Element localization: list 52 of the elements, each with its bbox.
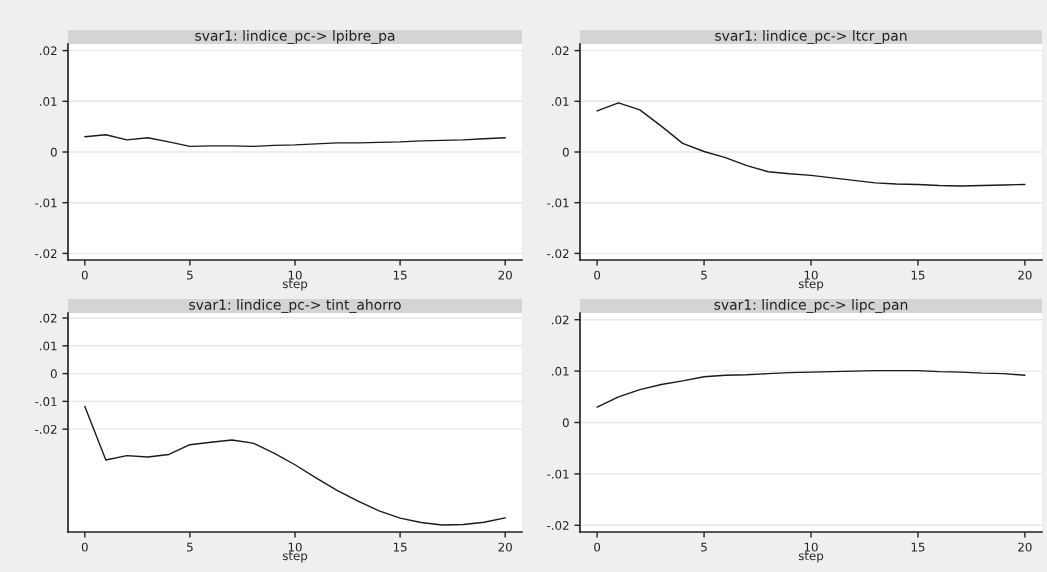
x-tick-label: 20 [1018, 270, 1032, 280]
line-series [596, 369, 1026, 408]
y-tick-label: .02 [40, 46, 57, 56]
x-tick-label: 0 [594, 270, 601, 280]
x-tick-label: 10 [288, 270, 302, 280]
y-tick-label: .01 [40, 97, 57, 106]
x-axis-title: step [798, 551, 824, 563]
x-tick-label: 15 [393, 270, 407, 280]
chart-title: svar1: lindice_pc-> lpibre_pa [195, 30, 395, 44]
y-tick-label: -.01 [35, 198, 57, 208]
y-tick-label: 0 [50, 147, 57, 157]
x-tick-label: 20 [1018, 542, 1032, 552]
line-series [84, 134, 506, 148]
y-tick-label: 0 [562, 418, 569, 428]
y-tick-label: .02 [40, 313, 57, 323]
y-tick-label: -.01 [547, 198, 569, 208]
x-tick-label: 20 [498, 542, 512, 552]
x-tick-label: 15 [911, 542, 925, 552]
y-tick-label: -.01 [35, 397, 57, 407]
x-tick-label: 5 [701, 270, 707, 280]
x-tick-label: 10 [804, 270, 818, 280]
y-tick-label: 0 [50, 369, 57, 379]
x-tick-label: 15 [911, 270, 925, 280]
y-tick-label: .01 [552, 97, 569, 106]
x-axis-title: step [798, 279, 824, 291]
chart-title: svar1: lindice_pc-> ltcr_pan [715, 30, 907, 44]
y-tick-label: 0 [562, 147, 569, 157]
y-tick-label: -.02 [547, 249, 569, 259]
line-series [84, 405, 506, 526]
x-tick-label: 15 [393, 542, 407, 552]
y-tick-label: -.02 [35, 249, 57, 259]
x-tick-label: 5 [187, 270, 193, 280]
x-tick-label: 0 [81, 542, 88, 552]
y-tick-label: -.02 [35, 424, 57, 434]
x-axis-title: step [282, 551, 308, 563]
chart-title: svar1: lindice_pc-> lipc_pan [714, 299, 908, 313]
chart-title: svar1: lindice_pc-> tint_ahorro [189, 299, 401, 313]
x-tick-label: 20 [498, 270, 512, 280]
y-tick-label: -.02 [547, 521, 569, 530]
line-series [596, 102, 1026, 187]
y-tick-label: .02 [552, 46, 569, 56]
y-tick-label: .01 [552, 366, 569, 376]
y-tick-label: .02 [552, 315, 569, 325]
x-tick-label: 10 [288, 542, 302, 552]
y-tick-label: .01 [40, 341, 57, 351]
x-tick-label: 10 [804, 542, 818, 552]
x-axis-title: step [282, 279, 308, 291]
y-tick-label: -.01 [547, 469, 569, 479]
x-tick-label: 5 [701, 542, 707, 552]
x-tick-label: 0 [81, 270, 88, 280]
x-tick-label: 0 [594, 542, 601, 552]
x-tick-label: 5 [187, 542, 193, 552]
